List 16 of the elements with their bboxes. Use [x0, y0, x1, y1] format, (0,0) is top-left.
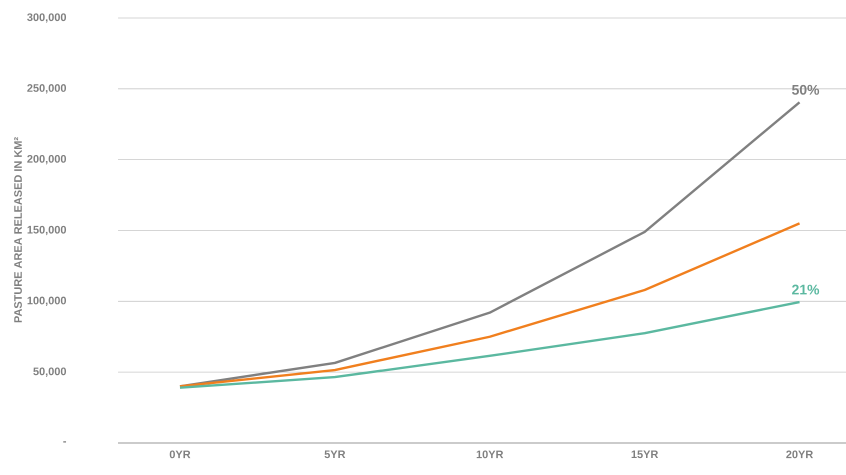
- x-tick-label: 10YR: [476, 450, 504, 458]
- y-tick-label: 300,000: [27, 13, 66, 23]
- y-tick-label: 50,000: [33, 367, 66, 377]
- x-tick-label: 15YR: [632, 450, 658, 458]
- x-tick-label: 5YR: [324, 450, 346, 458]
- y-tick-label: 250,000: [27, 84, 66, 94]
- annotation: 21%: [792, 284, 820, 295]
- y-axis-title: PASTURE AREA RELEASED IN KM²: [14, 137, 22, 322]
- x-tick-label: 0YR: [170, 450, 190, 458]
- x-tick-label: 20YR: [786, 450, 814, 458]
- y-tick-label: -: [63, 441, 66, 443]
- y-tick-label: 200,000: [27, 154, 66, 164]
- y-tick-label: 100,000: [28, 296, 66, 306]
- y-tick-label: 150,000: [28, 226, 66, 236]
- annotation: 50%: [792, 84, 820, 95]
- line-series: [178, 300, 801, 389]
